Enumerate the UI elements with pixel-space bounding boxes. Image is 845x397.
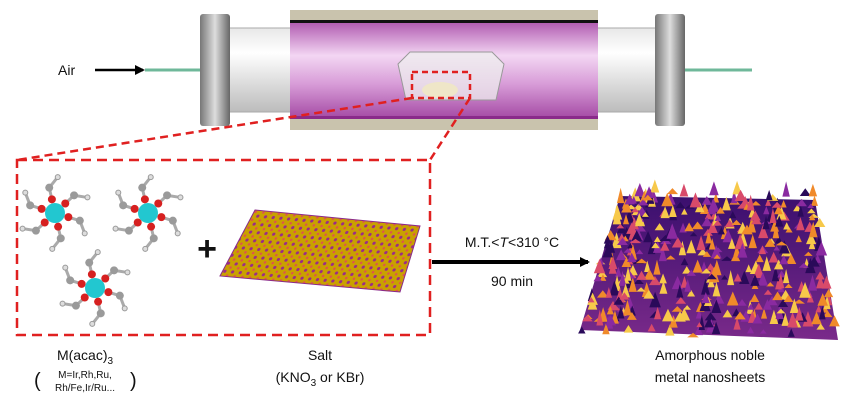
precursor-label: M(acac)3 bbox=[57, 347, 114, 367]
air-label: Air bbox=[58, 62, 75, 78]
product-label: Amorphous noble bbox=[655, 347, 765, 363]
plus-sign: + bbox=[197, 230, 217, 268]
oxygen-atom bbox=[78, 280, 86, 288]
oxygen-atom bbox=[104, 288, 112, 296]
oxygen-atom bbox=[134, 219, 142, 227]
metal-atom bbox=[138, 203, 158, 223]
carbon-atom bbox=[125, 227, 133, 235]
oxygen-atom bbox=[131, 205, 139, 213]
oxygen-atom bbox=[38, 205, 46, 213]
nanosheet-peak bbox=[650, 180, 659, 193]
precursor-note: Rh/Fe,Ir/Ru... bbox=[55, 383, 115, 394]
carbon-atom bbox=[85, 259, 93, 267]
molecule bbox=[60, 250, 130, 327]
oxygen-atom bbox=[41, 219, 49, 227]
nanosheet-peak bbox=[667, 188, 678, 194]
hydrogen-atom bbox=[20, 226, 25, 231]
carbon-atom bbox=[32, 227, 40, 235]
hydrogen-atom bbox=[175, 231, 180, 236]
oxygen-atom bbox=[61, 199, 69, 207]
furnace-edge bbox=[290, 116, 598, 119]
end-cap bbox=[655, 14, 685, 126]
oxygen-atom bbox=[157, 213, 165, 221]
salt-formula-text: or KBr) bbox=[316, 369, 364, 385]
end-cap bbox=[200, 14, 230, 126]
carbon-atom bbox=[150, 234, 158, 242]
molecules bbox=[20, 175, 183, 327]
hydrogen-atom bbox=[63, 265, 68, 270]
nanosheet-peak bbox=[709, 181, 719, 195]
carbon-atom bbox=[57, 234, 65, 242]
carbon-atom bbox=[97, 309, 105, 317]
hydrogen-atom bbox=[50, 246, 55, 251]
oxygen-atom bbox=[147, 223, 155, 231]
molecule bbox=[20, 175, 90, 252]
oxygen-atom bbox=[94, 298, 102, 306]
oxygen-atom bbox=[48, 195, 56, 203]
nanosheet-peak bbox=[782, 181, 789, 196]
salt-lattice bbox=[220, 210, 420, 292]
hydrogen-atom bbox=[178, 195, 183, 200]
carbon-atom bbox=[163, 191, 171, 199]
oxygen-atom bbox=[81, 294, 89, 302]
figure: Air + M.T.<T<310 °C 90 min M(acac)3 ( M=… bbox=[0, 0, 845, 397]
metal-atom bbox=[45, 203, 65, 223]
oxygen-atom bbox=[154, 199, 162, 207]
furnace-edge bbox=[290, 20, 598, 23]
carbon-atom bbox=[110, 266, 118, 274]
note-bracket: ( bbox=[34, 370, 41, 392]
carbon-atom bbox=[76, 217, 84, 225]
carbon-atom bbox=[45, 184, 53, 192]
hydrogen-atom bbox=[60, 301, 65, 306]
oxygen-atom bbox=[101, 274, 109, 282]
time-label: 90 min bbox=[491, 273, 533, 289]
oxygen-atom bbox=[64, 213, 72, 221]
hydrogen-atom bbox=[85, 195, 90, 200]
metal-atom bbox=[85, 278, 105, 298]
hydrogen-atom bbox=[23, 190, 28, 195]
carbon-atom bbox=[72, 302, 80, 310]
oxygen-atom bbox=[54, 223, 62, 231]
precursor-subscript: 3 bbox=[108, 356, 114, 367]
sample bbox=[422, 82, 458, 98]
condition-text: <310 °C bbox=[508, 234, 559, 250]
oxygen-atom bbox=[88, 270, 96, 278]
nanosheet-peak bbox=[766, 190, 773, 200]
hydrogen-atom bbox=[95, 250, 100, 255]
carbon-atom bbox=[119, 201, 127, 209]
hydrogen-atom bbox=[55, 175, 60, 180]
hydrogen-atom bbox=[148, 175, 153, 180]
nanosheet-peak bbox=[809, 184, 817, 196]
hydrogen-atom bbox=[125, 270, 130, 275]
condition-text: M.T.< bbox=[465, 234, 500, 250]
hydrogen-atom bbox=[82, 231, 87, 236]
hydrogen-atom bbox=[90, 321, 95, 326]
precursor-name: M(acac) bbox=[57, 347, 108, 363]
carbon-atom bbox=[138, 184, 146, 192]
precursor-note: M=Ir,Rh,Ru, bbox=[58, 370, 112, 381]
salt-formula-text: (KNO bbox=[276, 369, 311, 385]
salt-label: Salt bbox=[308, 347, 332, 363]
carbon-atom bbox=[26, 201, 34, 209]
carbon-atom bbox=[70, 191, 78, 199]
nanosheet-peak bbox=[680, 184, 689, 197]
nanosheet-peak bbox=[800, 188, 811, 196]
hydrogen-atom bbox=[143, 246, 148, 251]
hydrogen-atom bbox=[113, 226, 118, 231]
carbon-atom bbox=[66, 276, 74, 284]
oxygen-atom bbox=[141, 195, 149, 203]
hydrogen-atom bbox=[122, 306, 127, 311]
note-bracket: ) bbox=[130, 370, 137, 392]
tube-furnace bbox=[145, 10, 752, 130]
carbon-atom bbox=[169, 217, 177, 225]
hydrogen-atom bbox=[116, 190, 121, 195]
carbon-atom bbox=[116, 292, 124, 300]
nanosheet bbox=[578, 180, 840, 340]
nanosheet-peak bbox=[617, 188, 624, 203]
molecule bbox=[113, 175, 183, 252]
salt-formula: (KNO3 or KBr) bbox=[276, 369, 365, 389]
condition-label: M.T.<T<310 °C bbox=[465, 234, 559, 250]
product-label: metal nanosheets bbox=[655, 369, 766, 385]
